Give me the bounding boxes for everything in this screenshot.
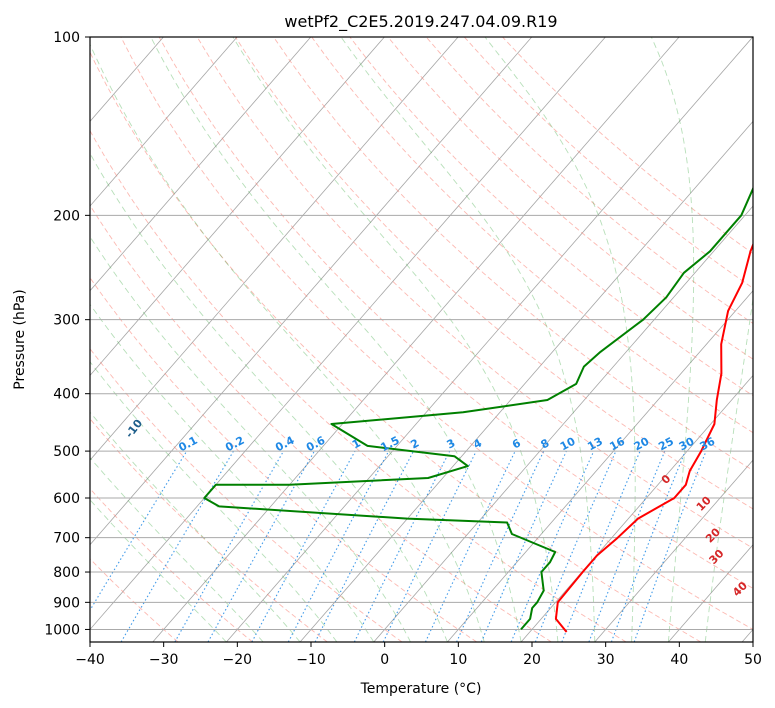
y-tick-label: 400 <box>53 387 80 403</box>
moist-adiabat-line <box>704 295 753 642</box>
moist-adiabat-line <box>90 152 448 642</box>
dry-adiabat-line <box>120 37 753 630</box>
moist-adiabat-line <box>232 37 559 642</box>
dry-adiabat-line <box>425 37 753 325</box>
pressure-gridlines <box>90 37 753 630</box>
y-tick-label: 600 <box>53 491 80 507</box>
x-tick-label: 20 <box>523 652 541 668</box>
mixing-ratio-label: 36 <box>698 435 718 454</box>
isotherm-line <box>152 37 680 642</box>
line-labels: -100-90-80-70-60-50-40-30-20-10010203040… <box>123 417 751 600</box>
mixing-ratio-label: 20 <box>632 435 652 454</box>
dry-adiabat-line <box>90 277 477 642</box>
y-tick-label: 900 <box>53 595 80 611</box>
dry-adiabat-line <box>90 488 253 642</box>
dewpoint-line <box>203 186 753 631</box>
y-tick-label: 100 <box>53 30 80 46</box>
isotherm-line <box>90 37 238 207</box>
y-tick-label: 800 <box>53 565 80 581</box>
y-tick-label: 200 <box>53 208 80 224</box>
isotherm-line <box>594 459 753 642</box>
x-axis: −40 −30 −20 −10 0 10 20 30 40 50 <box>75 642 762 668</box>
moist-adiabat-line <box>90 303 375 642</box>
temperature-line <box>554 242 753 633</box>
moist-adiabat-line <box>90 361 338 642</box>
isotherm-line <box>90 37 533 546</box>
plot-frame <box>89 36 754 643</box>
y-axis-label: Pressure (hPa) <box>12 289 28 389</box>
moist-adiabat-line <box>90 499 227 642</box>
moist-adiabat-line <box>650 37 695 642</box>
dry-adiabat-line <box>90 204 552 642</box>
mixing-ratio-line <box>561 450 641 642</box>
x-tick-label: 10 <box>449 652 467 668</box>
mixing-ratio-line <box>510 450 595 642</box>
dry-adiabat-line <box>235 37 753 510</box>
x-tick-label: −30 <box>149 652 179 668</box>
x-tick-label: −10 <box>296 652 326 668</box>
mixing-ratio-label: 30 <box>677 435 697 454</box>
y-tick-label: 500 <box>53 444 80 460</box>
x-axis-label: Temperature (°C) <box>360 681 482 697</box>
x-tick-label: 0 <box>380 652 389 668</box>
dry-adiabat-line <box>90 418 328 642</box>
moist-adiabat-line <box>90 456 264 642</box>
dry-adiabat-line <box>158 37 753 589</box>
x-tick-label: 30 <box>597 652 615 668</box>
isotherm-line <box>373 205 753 642</box>
moist-adiabat-line <box>340 37 596 642</box>
isotherm-line <box>90 37 459 461</box>
isotherm-line <box>90 37 606 631</box>
moist-adiabat-line <box>90 235 411 642</box>
mixing-ratio-line <box>90 450 188 612</box>
profile-lines <box>203 186 753 633</box>
isotherm-line <box>520 374 753 642</box>
isotherm-line <box>90 37 385 377</box>
chart-title: wetPf2_C2E5.2019.247.04.09.R19 <box>284 12 557 32</box>
mixing-ratio-line <box>534 450 617 642</box>
mixing-ratio-label: 10 <box>558 435 578 454</box>
dry-adiabat-line <box>349 37 753 397</box>
mixing-ratio-line <box>287 450 390 642</box>
mixing-ratio-line <box>480 450 567 642</box>
x-tick-label: −20 <box>223 652 253 668</box>
mixing-ratio-line <box>207 450 315 642</box>
y-tick-label: 300 <box>53 313 80 329</box>
dry-adiabat-line <box>90 51 702 642</box>
isotherm-line <box>226 37 753 642</box>
isotherm-line <box>447 290 753 642</box>
mixing-ratio-line <box>588 450 666 642</box>
isotherm-line <box>90 37 312 292</box>
mixing-ratio-line <box>633 450 707 642</box>
mixing-ratio-line <box>353 450 451 642</box>
dry-adiabat-line <box>311 37 753 434</box>
x-tick-label: −40 <box>75 652 105 668</box>
y-tick-label: 700 <box>53 531 80 547</box>
y-axis: 100 200 300 400 500 600 700 800 900 1000 <box>44 30 90 638</box>
moist-adiabat-line <box>150 37 522 642</box>
y-tick-label: 1000 <box>44 622 80 638</box>
moist-adiabat-line <box>90 43 485 642</box>
mixing-ratio-label: 13 <box>585 435 605 454</box>
mixing-ratio-label: 25 <box>656 435 676 454</box>
mixing-ratio-line <box>610 450 686 642</box>
x-tick-label: 40 <box>670 652 688 668</box>
moist-adiabat-line <box>484 37 636 642</box>
mixing-ratio-line <box>251 450 356 642</box>
mixing-ratio-label: 16 <box>607 435 627 454</box>
x-tick-label: 50 <box>744 652 762 668</box>
